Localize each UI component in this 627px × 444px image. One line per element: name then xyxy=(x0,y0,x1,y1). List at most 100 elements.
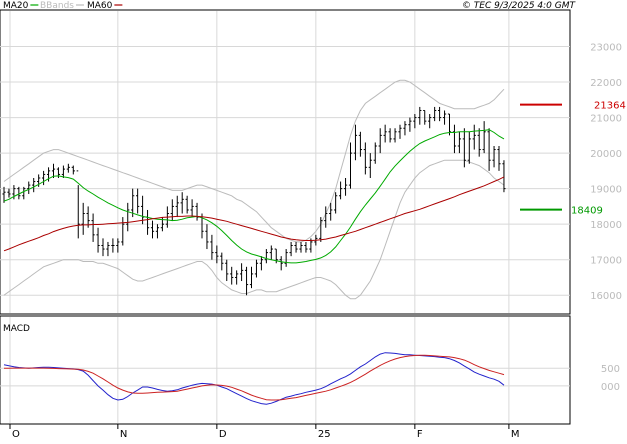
x-axis: O N D 25 F M xyxy=(0,423,570,440)
ohlc-bar xyxy=(205,224,209,250)
ohlc-bar xyxy=(433,106,437,122)
ohlc-bar xyxy=(447,113,452,136)
ohlc-bar xyxy=(442,110,447,125)
ohlc-bar xyxy=(230,266,234,285)
ohlc-bar xyxy=(66,163,70,173)
macd-tick-label: 000 xyxy=(601,382,620,393)
macd-title: MACD xyxy=(3,324,30,334)
ohlc-bar xyxy=(299,241,303,253)
ohlc-bar xyxy=(259,256,263,271)
ohlc-bar xyxy=(71,165,75,175)
bollinger-bands xyxy=(3,79,505,300)
ohlc-bar xyxy=(42,170,46,186)
ma20-line xyxy=(3,129,505,264)
ohlc-bar xyxy=(121,217,125,246)
legend-label: MA60 xyxy=(87,1,113,11)
legend-label: MA20 xyxy=(3,1,29,11)
resistance-label: 21364 xyxy=(594,101,626,112)
macd-y-axis: 000 500 xyxy=(601,364,620,393)
ohlc-bar xyxy=(96,227,100,253)
ohlc-bar xyxy=(487,128,491,171)
bbands-upper-line xyxy=(3,79,505,243)
ohlc-bar xyxy=(403,121,407,136)
price-panel-frame xyxy=(0,9,571,315)
ohlc-bar xyxy=(101,238,105,257)
ohlc-bar xyxy=(150,220,155,239)
legend-label: BBands xyxy=(40,1,74,11)
price-tick-label: 21000 xyxy=(590,114,622,125)
bbands-lower-line xyxy=(3,159,505,300)
ohlc-bar xyxy=(7,188,11,198)
price-tick-label: 16000 xyxy=(590,291,622,302)
price-tick-label: 23000 xyxy=(590,43,622,54)
ohlc-bar xyxy=(131,188,135,218)
macd-tick-label: 500 xyxy=(601,364,620,375)
ohlc-bar xyxy=(136,188,140,214)
ohlc-bar xyxy=(27,181,31,194)
ohlc-bar xyxy=(155,224,160,239)
ohlc-bar xyxy=(190,199,194,218)
ohlc-bar xyxy=(413,114,417,129)
ohlc-bar xyxy=(398,124,402,139)
ohlc-bar xyxy=(269,245,273,260)
ohlc-bar xyxy=(368,153,372,178)
ohlc-bar xyxy=(175,195,179,218)
ohlc-bar xyxy=(353,124,358,161)
ohlc-bar xyxy=(502,160,506,193)
ohlc-bar xyxy=(17,186,21,200)
ohlc-bar xyxy=(378,128,382,154)
ohlc-bar xyxy=(373,142,377,164)
price-tick-label: 22000 xyxy=(590,78,622,89)
x-tick-label: O xyxy=(12,429,20,440)
ohlc-bar xyxy=(408,117,412,132)
ohlc-bar xyxy=(467,131,471,164)
legend: MA20 BBands MA60 xyxy=(3,1,123,11)
moving-averages xyxy=(3,129,505,264)
ohlc-bar xyxy=(462,128,466,168)
x-tick-label: 25 xyxy=(318,429,331,440)
ohlc-bar xyxy=(363,142,367,175)
ohlc-bar xyxy=(126,202,130,232)
ohlc-bar xyxy=(339,181,343,200)
ohlc-bar xyxy=(388,128,392,143)
ohlc-bar xyxy=(22,186,26,200)
x-tick-label: D xyxy=(219,429,227,440)
ohlc-bar xyxy=(180,192,184,214)
ohlc-bar xyxy=(319,217,323,242)
ohlc-bar xyxy=(86,206,90,228)
ohlc-bar xyxy=(393,128,397,143)
ohlc-bar xyxy=(472,124,476,150)
ohlc-bar xyxy=(383,124,387,143)
price-tick-label: 19000 xyxy=(590,185,622,196)
ohlc-bar xyxy=(106,241,110,257)
ohlc-bar xyxy=(220,252,224,271)
ohlc-bar xyxy=(497,146,501,171)
ohlc-bar xyxy=(348,142,353,189)
ohlc-bar xyxy=(294,241,298,253)
ohlc-bar xyxy=(81,202,85,235)
ohlc-bar xyxy=(457,131,461,154)
ohlc-bar xyxy=(477,128,481,157)
ohlc-bar xyxy=(235,270,239,285)
macd-signal-line xyxy=(4,354,505,401)
ohlc-bar xyxy=(492,146,496,168)
ohlc-bar xyxy=(304,241,308,253)
ohlc-bar xyxy=(438,106,442,122)
ohlc-bar xyxy=(185,195,189,214)
price-y-axis: 16000 17000 18000 19000 20000 21000 22000 23000 xyxy=(590,43,622,303)
price-tick-label: 18000 xyxy=(590,220,622,231)
ohlc-bar xyxy=(329,202,333,221)
ohlc-bar xyxy=(428,114,432,129)
ohlc-bar xyxy=(244,266,249,296)
ohlc-bar xyxy=(334,192,338,214)
ohlc-bar xyxy=(116,238,120,253)
ohlc-bar xyxy=(254,259,259,278)
ohlc-bar xyxy=(2,186,6,203)
ohlc-bar xyxy=(210,234,214,260)
price-grid xyxy=(0,11,570,313)
ohlc-bar xyxy=(264,249,268,264)
ohlc-bar xyxy=(225,259,229,282)
ohlc-bar xyxy=(111,238,115,253)
price-levels: 21364 18409 xyxy=(520,101,626,217)
